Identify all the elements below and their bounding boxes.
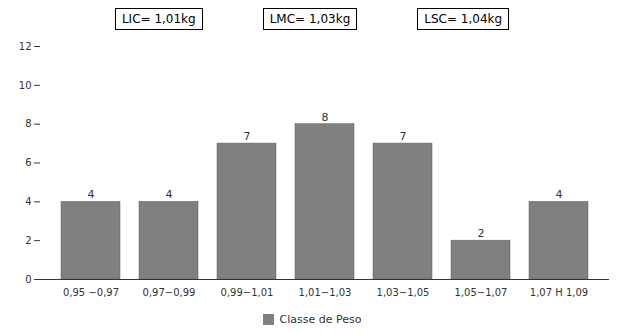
svg-text:4: 4 [25,196,31,207]
svg-text:2: 2 [25,235,31,246]
svg-text:7: 7 [400,130,407,143]
svg-text:1,03−1,05: 1,03−1,05 [377,287,430,298]
svg-text:1,07 H 1,09: 1,07 H 1,09 [530,287,588,298]
svg-text:6: 6 [25,157,31,168]
html-text:LSC= 1,04kg: LSC= 1,04kg [424,12,503,26]
svg-text:0,95 −0,97: 0,95 −0,97 [63,287,119,298]
svg-text:1,01−1,03: 1,01−1,03 [299,287,352,298]
svg-text:12: 12 [19,41,32,52]
svg-text:2: 2 [478,227,485,240]
html-text:LMC= 1,03kg: LMC= 1,03kg [269,12,351,26]
svg-text:10: 10 [19,80,32,91]
html-text:LIC= 1,01kg: LIC= 1,01kg [121,12,196,26]
svg-text:4: 4 [556,188,563,201]
svg-text:8: 8 [25,118,31,129]
svg-text:4: 4 [166,188,173,201]
svg-text:0,99−1,01: 0,99−1,01 [221,287,274,298]
svg-text:8: 8 [322,111,329,124]
svg-text:0,97−0,99: 0,97−0,99 [143,287,196,298]
svg-text:4: 4 [88,188,95,201]
svg-text:7: 7 [244,130,251,143]
svg-text:1,05−1,07: 1,05−1,07 [455,287,508,298]
html-text:Classe de Peso: Classe de Peso [279,312,362,326]
svg-text:0: 0 [25,274,31,285]
